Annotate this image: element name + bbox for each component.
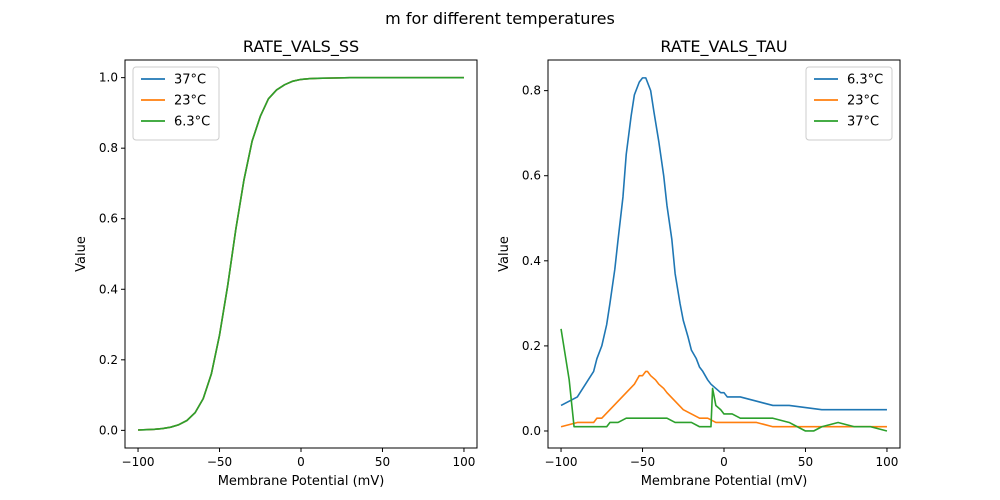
x-tick-label: −50: [207, 455, 232, 469]
series-line-2: [138, 76, 464, 431]
plot-lines: [560, 77, 888, 432]
x-tick-label: 100: [453, 455, 476, 469]
legend: 6.3°C 23°C 37°C: [805, 66, 893, 141]
subplot-rate-vals-tau: RATE_VALS_TAU Membrane Potential (mV) Va…: [497, 37, 901, 489]
x-tick-label: −50: [630, 455, 655, 469]
x-tick-label: −100: [122, 455, 155, 469]
axis-ticks: −100 −50 0 50 100 0.0 0.2 0.4 0.6 0.8: [522, 84, 899, 469]
y-tick-label: 0.8: [522, 84, 541, 98]
y-tick-label: 0.2: [99, 353, 118, 367]
axis-ticks: −100 −50 0 50 100 0.0 0.2 0.4 0.6 0.8 1.0: [99, 71, 476, 469]
series-line-0: [560, 77, 887, 411]
legend-label: 23°C: [174, 94, 206, 109]
legend: 37°C 23°C 6.3°C: [132, 66, 220, 141]
y-tick-label: 0.0: [99, 423, 118, 437]
legend-label: 6.3°C: [174, 115, 210, 130]
axes-frame: [547, 59, 901, 449]
x-tick-label: 100: [876, 455, 899, 469]
plot-lines: [138, 76, 464, 431]
x-tick-label: 0: [720, 455, 728, 469]
figure-suptitle: m for different temperatures: [385, 9, 615, 28]
x-axis-label: Membrane Potential (mV): [218, 474, 385, 489]
y-tick-label: 0.6: [522, 169, 541, 183]
axes-frame: [124, 59, 478, 449]
x-tick-label: 50: [375, 455, 390, 469]
y-tick-label: 0.6: [99, 212, 118, 226]
y-axis-label: Value: [74, 236, 89, 272]
legend-label: 6.3°C: [847, 73, 883, 88]
series-line-1: [560, 370, 887, 428]
y-axis-label: Value: [497, 236, 512, 272]
series-line-2: [560, 328, 888, 432]
y-tick-label: 0.0: [522, 424, 541, 438]
y-tick-label: 0.8: [99, 141, 118, 155]
subplot-title: RATE_VALS_SS: [243, 37, 359, 57]
x-axis-label: Membrane Potential (mV): [641, 474, 808, 489]
legend-label: 23°C: [847, 94, 879, 109]
x-tick-label: −100: [545, 455, 578, 469]
subplot-title: RATE_VALS_TAU: [660, 37, 787, 57]
x-tick-label: 0: [297, 455, 305, 469]
y-tick-label: 0.4: [99, 282, 118, 296]
legend-label: 37°C: [174, 73, 206, 88]
y-tick-label: 0.2: [522, 339, 541, 353]
legend-label: 37°C: [847, 115, 879, 130]
y-tick-label: 1.0: [99, 71, 118, 85]
x-tick-label: 50: [798, 455, 813, 469]
subplot-rate-vals-ss: RATE_VALS_SS Membrane Potential (mV) Val…: [74, 37, 478, 489]
y-tick-label: 0.4: [522, 254, 541, 268]
